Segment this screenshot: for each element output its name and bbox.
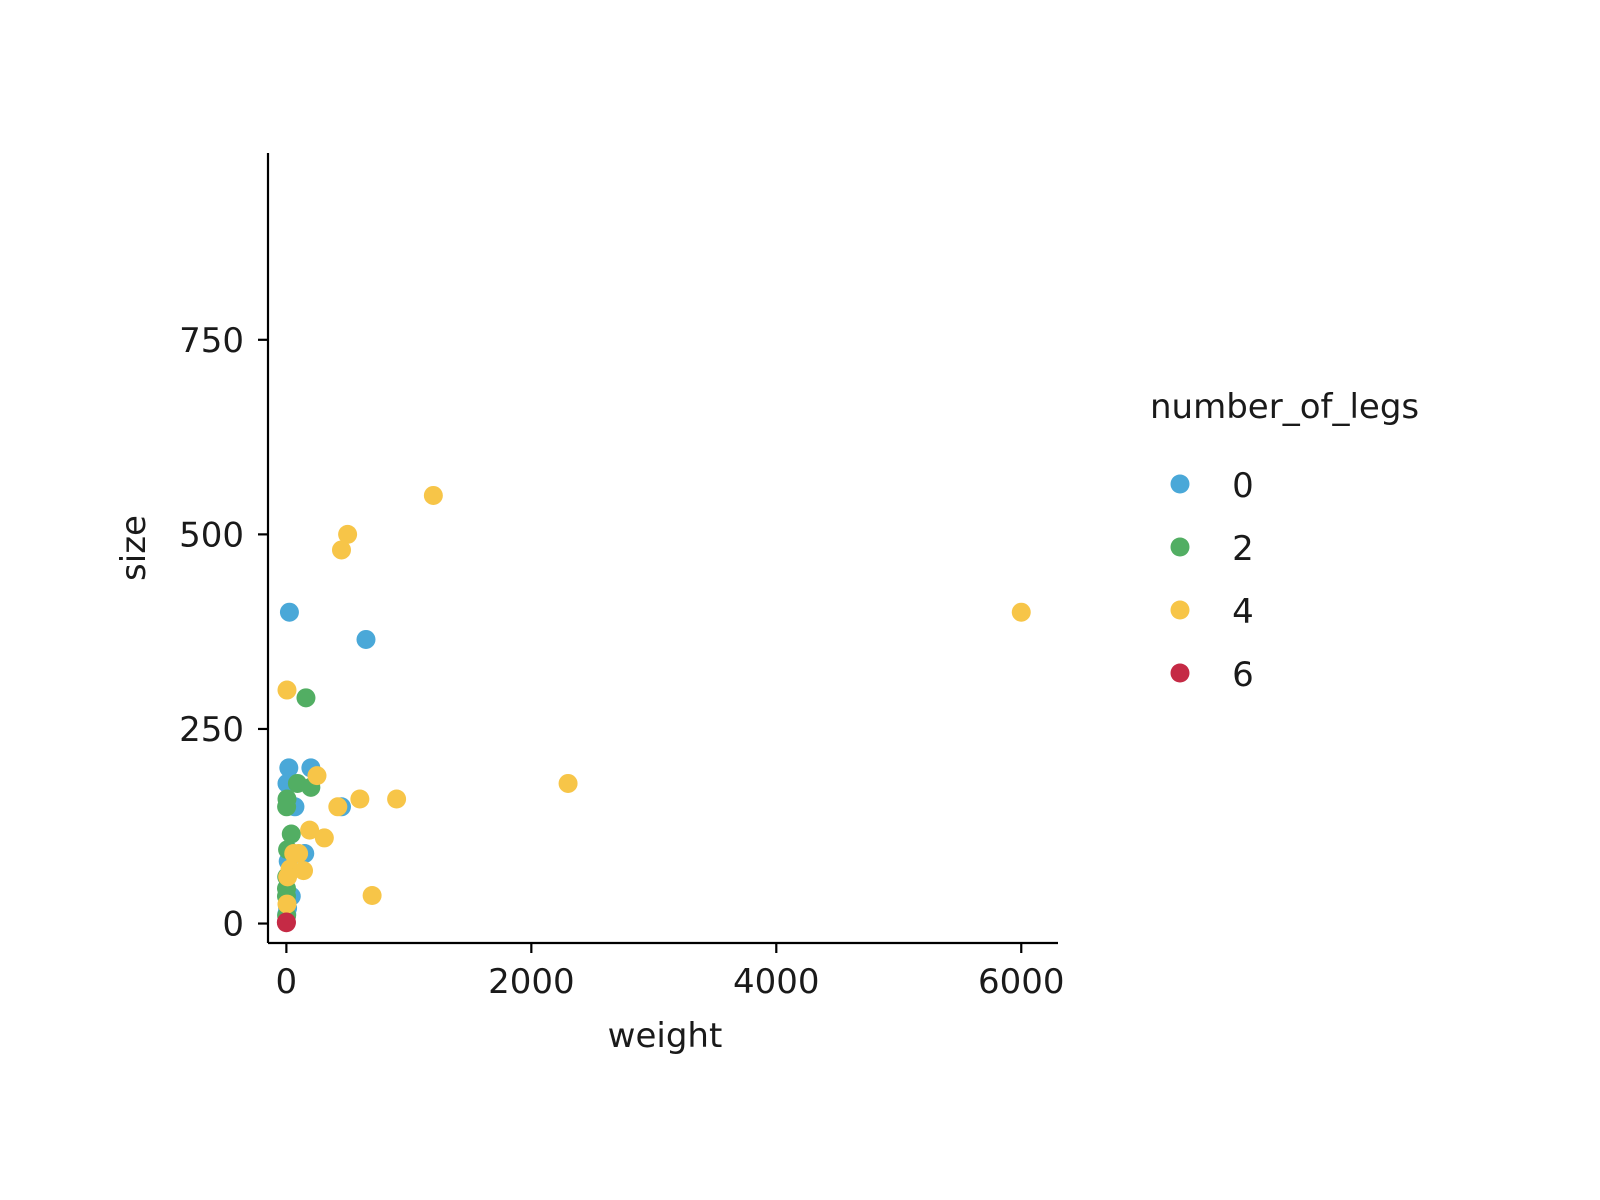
y-tick-label: 750: [179, 321, 244, 361]
data-point: [1011, 602, 1031, 622]
legend-label: 6: [1232, 655, 1254, 695]
series-6-points: [276, 912, 296, 933]
y-tick-label: 500: [179, 515, 244, 555]
data-point: [277, 797, 297, 817]
y-tick-label: 0: [222, 905, 244, 945]
x-tick-label: 6000: [978, 962, 1065, 1002]
x-tick-label: 0: [276, 962, 298, 1002]
legend-label: 0: [1232, 466, 1254, 506]
x-axis-ticks: 0 2000 4000 6000: [276, 943, 1065, 1002]
legend-marker: [1170, 663, 1190, 683]
x-tick-label: 4000: [733, 962, 820, 1002]
data-point: [387, 789, 407, 809]
legend-label: 2: [1232, 529, 1254, 569]
data-point: [338, 524, 358, 544]
data-point: [296, 688, 316, 708]
legend-marker: [1170, 537, 1190, 557]
data-point: [300, 820, 320, 840]
series-4-points: [277, 485, 1031, 914]
data-point: [362, 886, 382, 906]
data-point: [276, 913, 296, 933]
legend-marker: [1170, 474, 1190, 494]
legend-marker: [1170, 600, 1190, 620]
x-axis-title: weight: [608, 1016, 723, 1056]
data-point: [350, 789, 370, 809]
data-point: [356, 629, 376, 649]
legend-item-4: 4: [1170, 592, 1254, 632]
data-point: [279, 758, 299, 778]
y-axis-ticks: 0 250 500 750: [179, 321, 268, 945]
data-point: [423, 485, 443, 505]
legend-item-0: 0: [1170, 466, 1254, 506]
legend-item-6: 6: [1170, 655, 1254, 695]
data-point: [277, 680, 297, 700]
data-point: [328, 797, 348, 817]
data-point: [314, 828, 334, 848]
data-point: [558, 773, 578, 793]
legend-label: 4: [1232, 592, 1254, 632]
data-point: [278, 867, 298, 887]
axes: 0 2000 4000 6000 0 250 500 750: [179, 153, 1065, 1002]
y-axis-title: size: [114, 515, 154, 581]
y-tick-label: 250: [179, 710, 244, 750]
legend-items: 0 2 4 6: [1170, 466, 1254, 695]
data-point: [279, 602, 299, 622]
data-point: [307, 766, 327, 786]
data-points: [276, 485, 1031, 933]
data-point: [331, 540, 351, 560]
legend-title: number_of_legs: [1150, 387, 1419, 427]
data-point: [277, 894, 297, 914]
data-point: [281, 824, 301, 844]
data-point: [284, 843, 304, 863]
legend: number_of_legs 0 2 4 6: [1150, 387, 1419, 695]
x-tick-label: 2000: [488, 962, 575, 1002]
legend-item-2: 2: [1170, 529, 1254, 569]
